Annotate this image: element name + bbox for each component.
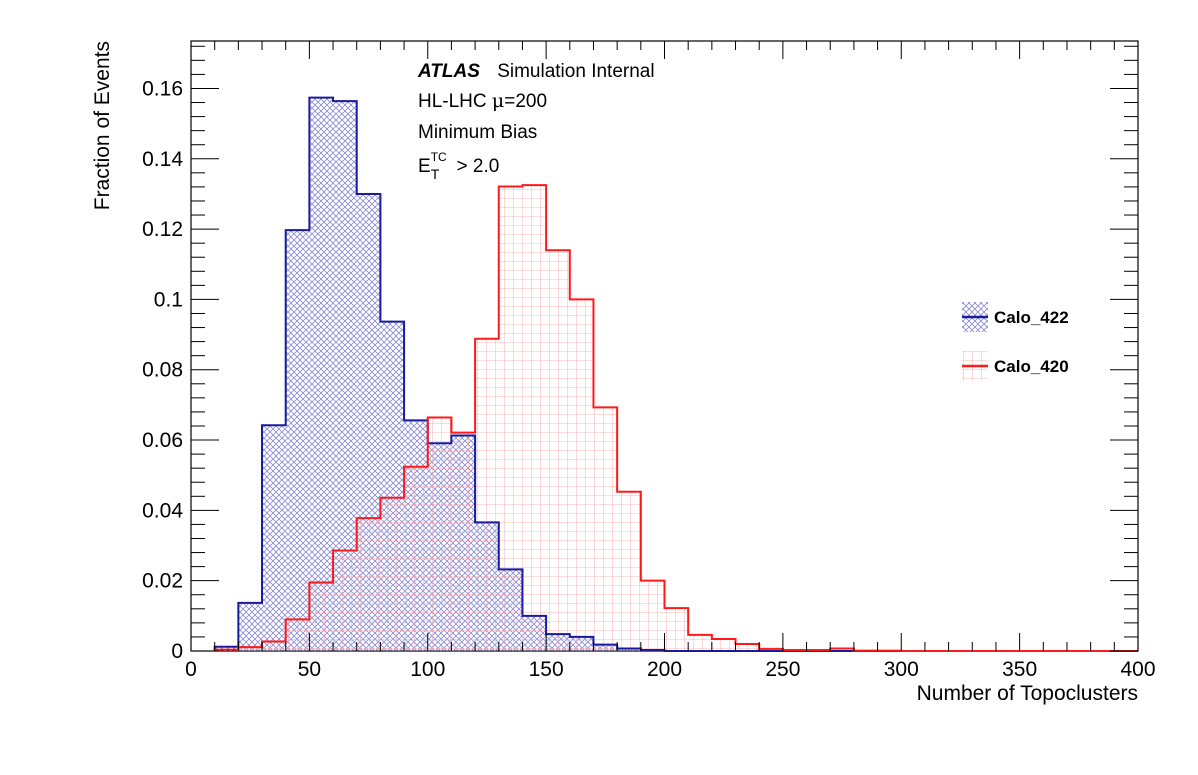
y-tick-label: 0 [171,640,183,663]
hist-bin-fill-calo-420-7 [356,518,381,651]
annotation-line3: Minimum Bias [418,122,537,143]
annotation-line2-prefix: HL-LHC [418,91,492,112]
hist-bin-fill-calo-420-21 [688,634,712,651]
legend: Calo_422 Calo_420 [962,302,1069,381]
y-tick-label: 0.16 [142,77,183,100]
hist-bin-fill-calo-422-2 [238,602,263,651]
hist-bin-fill-calo-420-8 [380,497,405,651]
hist-bin-fill-calo-422-6 [333,101,357,652]
hist-bin-fill-calo-422-5 [309,97,334,652]
hist-line-calo-422 [213,96,1138,652]
x-tick-label: 150 [529,658,564,681]
hist-bin-fill-calo-420-5 [309,582,334,651]
svg-text:ATLAS Simulation Interna: ATLAS Simulation Internal [417,61,655,82]
y-tick-labels: 0 0.02 0.04 0.06 0.08 0.1 0.12 0.14 0.16 [142,77,183,663]
hist-bin-fill-calo-422-4 [285,230,310,651]
atlas-label: ATLAS [417,61,480,82]
x-tick-label: 200 [647,658,682,681]
x-tick-label: 0 [185,658,197,681]
annotation-block: ATLAS Simulation Internal HL-LHC μ=200 M… [417,61,655,182]
y-tick-label: 0.14 [142,148,183,171]
hist-bin-fill-calo-420-10 [427,417,452,651]
y-tick-label: 0.02 [142,570,183,593]
y-tick-label: 0.04 [142,499,183,522]
hist-bin-fill-calo-420-18 [617,491,641,651]
hist-bin-fill-calo-420-14 [522,185,547,652]
hist-bin-fill-calo-420-9 [404,466,428,651]
hist-bin-fill-calo-420-6 [333,550,357,651]
legend-entry-calo-420: Calo_420 [962,351,1069,381]
annotation-et-sub: T [431,166,440,182]
legend-entry-calo-422: Calo_422 [962,302,1069,332]
annotation-mu: μ [492,90,504,112]
hist-bin-fill-calo-420-16 [569,299,594,651]
y-axis-title: Fraction of Events [91,41,114,210]
hist-bin-fill-calo-420-12 [475,338,499,651]
ticks-layer [190,41,1139,652]
histogram-layer [213,96,1138,652]
hist-bin-fill-calo-420-11 [451,432,476,651]
hist-bin-fill-calo-420-19 [640,580,665,651]
legend-label-calo-420: Calo_420 [994,357,1069,376]
hist-bin-fill-calo-420-27 [830,648,854,651]
x-tick-label: 350 [1002,658,1037,681]
svg-text:HL-LHC μ=200: HL-LHC μ=200 [418,90,547,112]
y-tick-label: 0.06 [142,429,183,452]
hist-bin-fill-calo-420-3 [262,641,286,651]
hist-bin-fill-calo-420-2 [238,647,263,651]
hist-bin-fill-calo-420-4 [285,619,310,651]
x-tick-label: 300 [884,658,919,681]
hist-bin-fill-calo-420-23 [735,643,760,651]
annotation-line2-suffix: =200 [504,91,547,112]
annotation-et-sup: TC [431,150,447,164]
atlas-suffix: Simulation Internal [497,61,654,82]
hist-bin-fill-calo-420-13 [498,186,523,651]
hist-bin-fill-calo-420-24 [759,648,783,651]
hist-bin-fill-calo-422-3 [262,425,286,651]
hist-bin-fill-calo-420-22 [711,639,736,651]
x-tick-label: 250 [765,658,800,681]
annotation-et-rest: > 2.0 [451,156,499,177]
y-tick-label: 0.12 [142,218,183,241]
x-axis-title: Number of Topoclusters [917,682,1138,705]
y-tick-label: 0.1 [154,288,183,311]
x-tick-label: 50 [298,658,321,681]
x-tick-label: 100 [410,658,445,681]
annotation-et-base: E [418,156,431,177]
x-tick-label: 400 [1120,658,1155,681]
hist-bin-fill-calo-420-15 [546,250,570,651]
hist-bin-fill-calo-420-20 [664,608,689,651]
legend-label-calo-422: Calo_422 [994,308,1069,327]
annotation-line4: ETC T > 2.0 [418,150,499,182]
hist-bin-fill-calo-420-17 [593,407,618,651]
x-tick-labels: 0 50 100 150 200 250 300 350 400 [185,658,1155,681]
y-tick-label: 0.08 [142,359,183,382]
